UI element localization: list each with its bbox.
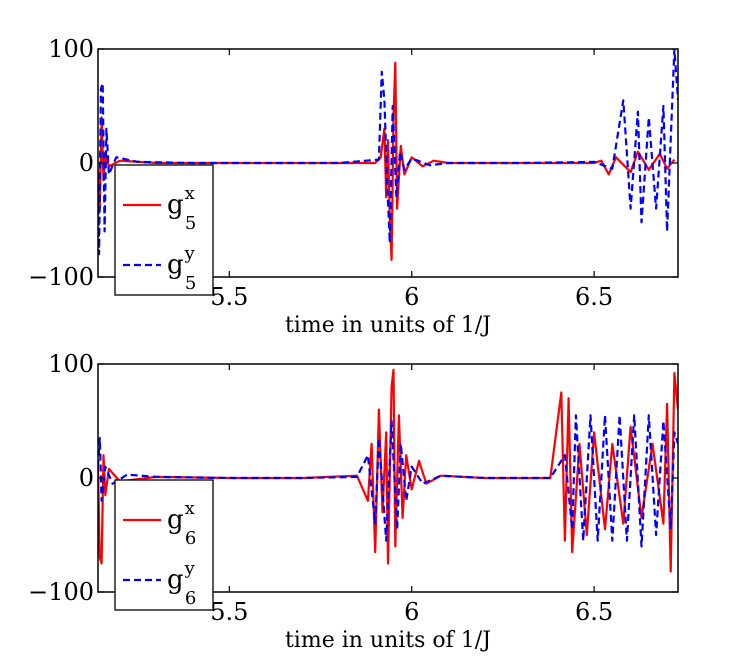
- series-line-y-6: [98, 414, 678, 548]
- series-group: [98, 368, 678, 573]
- y-tick-label: 0: [79, 149, 94, 177]
- x-tick-label: 6: [404, 283, 419, 311]
- legend: gx 6gy 6: [114, 479, 214, 611]
- y-tick-label: 100: [48, 35, 94, 63]
- x-tick-label: 5.5: [210, 598, 248, 626]
- x-tick-label: 6.5: [575, 598, 613, 626]
- x-tick-label: 6.5: [575, 283, 613, 311]
- y-tick-label: 100: [48, 350, 94, 378]
- series-line-y-5: [98, 49, 678, 256]
- series-line-x-5: [98, 61, 676, 261]
- legend-label: gy 6: [167, 558, 196, 609]
- series-group: [98, 49, 678, 261]
- y-tick-label: −100: [28, 263, 94, 291]
- legend: gx 5gy 5: [114, 164, 214, 296]
- x-tick-label: 6: [404, 598, 419, 626]
- y-tick-label: 0: [79, 464, 94, 492]
- legend-label: gy 5: [167, 243, 196, 294]
- legend-box: [114, 479, 214, 611]
- y-tick-label: −100: [28, 578, 94, 606]
- legend-label: gx 5: [167, 183, 196, 234]
- x-axis-label: time in units of 1/J: [285, 628, 491, 653]
- x-tick-label: 5.5: [210, 283, 248, 311]
- legend-box: [114, 164, 214, 296]
- x-axis-label: time in units of 1/J: [285, 313, 491, 338]
- legend-label: gx 6: [167, 498, 196, 549]
